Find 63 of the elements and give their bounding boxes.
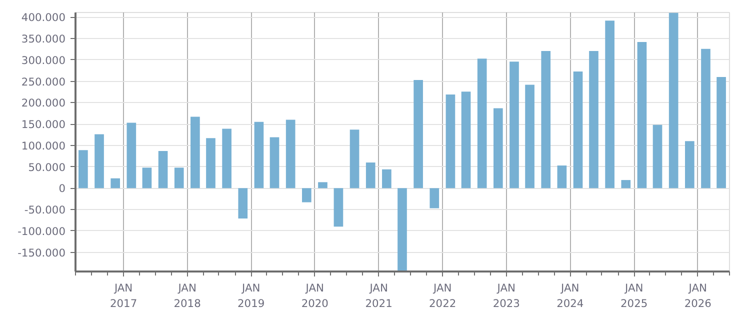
y-tick-label: 150.000 (21, 118, 66, 132)
bar (446, 94, 456, 188)
y-tick-label: 250.000 (21, 75, 66, 88)
bar (238, 188, 248, 219)
bar (701, 48, 710, 188)
bar (286, 120, 296, 188)
bar (366, 162, 376, 188)
bar (510, 62, 519, 188)
bar (334, 188, 344, 227)
bar (668, 12, 678, 188)
y-tick-label: 400.000 (21, 11, 66, 24)
bar (589, 50, 598, 188)
bar (430, 188, 440, 208)
bar (78, 150, 88, 188)
bar (270, 137, 280, 188)
y-tick-label: 350.000 (21, 32, 66, 46)
bar (158, 150, 168, 188)
bar (254, 122, 264, 188)
bar (126, 122, 136, 188)
bar (142, 168, 152, 188)
bar (637, 42, 647, 188)
bar (350, 130, 360, 188)
y-tick-label: 300.000 (21, 54, 66, 67)
bar (414, 80, 423, 188)
y-tick-label: 200.000 (21, 96, 66, 110)
bar (525, 84, 534, 188)
y-tick-label: -100.000 (18, 224, 66, 238)
y-tick-label: -50.000 (24, 204, 66, 217)
x-tick-label: JAN 2017 (110, 282, 138, 310)
bar (477, 58, 487, 188)
bar (493, 108, 503, 188)
bar (557, 166, 567, 188)
bar (684, 141, 694, 188)
bar (573, 71, 583, 188)
bar (461, 92, 471, 188)
x-tick-label: JAN 2024 (556, 282, 584, 310)
bar (398, 188, 407, 272)
y-tick-label: -150.000 (18, 246, 66, 260)
bar (652, 124, 662, 188)
bar (302, 188, 312, 202)
x-tick-label: JAN 2025 (620, 282, 648, 310)
bar (222, 128, 232, 188)
y-tick-label: 50.000 (28, 160, 66, 174)
bar (541, 50, 551, 188)
bar (206, 138, 216, 188)
bar (716, 77, 726, 188)
x-tick-label: JAN 2021 (365, 282, 392, 310)
bar (318, 182, 328, 188)
bar (94, 134, 104, 188)
x-tick-label: JAN 2026 (684, 282, 712, 310)
x-tick-label: JAN 2023 (492, 282, 520, 310)
bar (605, 20, 614, 188)
bar (110, 178, 120, 188)
bar (382, 169, 392, 188)
x-tick-label: JAN 2018 (174, 282, 202, 310)
bar (190, 116, 200, 188)
x-tick-label: JAN 2019 (238, 282, 265, 310)
x-tick-label: JAN 2020 (301, 282, 329, 310)
x-tick-label: JAN 2022 (429, 282, 456, 310)
bar (174, 168, 184, 188)
bar (621, 180, 631, 188)
y-tick-label: 100.000 (21, 139, 66, 152)
y-tick-label: 0 (58, 182, 66, 196)
